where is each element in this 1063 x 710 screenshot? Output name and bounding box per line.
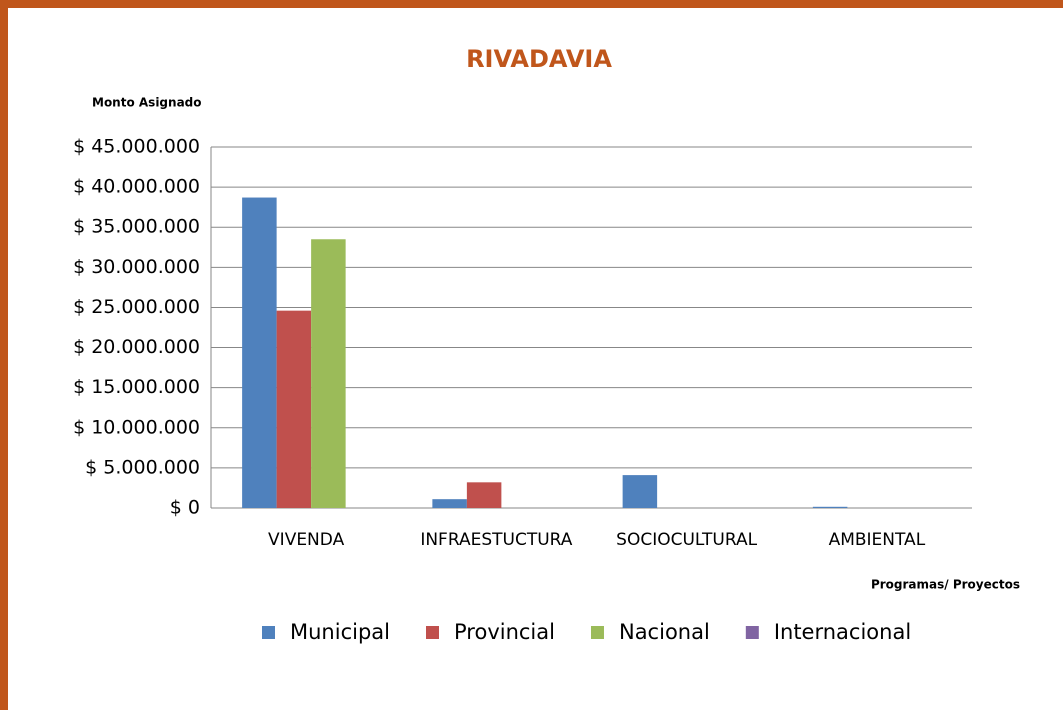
x-axis-label: Programas/ Proyectos xyxy=(871,578,1020,592)
legend-swatch xyxy=(426,626,439,639)
bar xyxy=(622,475,658,508)
bar xyxy=(812,506,848,508)
legend-label: Internacional xyxy=(774,620,911,644)
legend-swatch xyxy=(590,626,604,639)
y-axis-label: Monto Asignado xyxy=(92,96,202,110)
bar xyxy=(242,197,277,509)
legend-label: Nacional xyxy=(619,620,710,644)
x-tick-label: INFRAESTUCTURA xyxy=(420,530,572,550)
legend-label: Municipal xyxy=(290,620,390,644)
y-tick-label: $ 15.000.000 xyxy=(73,376,200,398)
y-tick-label: $ 45.000.000 xyxy=(73,136,200,158)
x-tick-label: SOCIOCULTURAL xyxy=(616,530,757,550)
x-tick-label: AMBIENTAL xyxy=(829,530,926,550)
chart-title: RIVADAVIA xyxy=(466,45,612,73)
x-tick-label: VIVENDA xyxy=(268,530,345,550)
y-tick-label: $ 5.000.000 xyxy=(85,456,200,478)
bar xyxy=(276,310,312,508)
bar xyxy=(466,482,502,508)
y-tick-label: $ 0 xyxy=(170,497,200,519)
y-tick-label: $ 25.000.000 xyxy=(73,296,200,318)
y-tick-label: $ 35.000.000 xyxy=(73,216,200,238)
y-tick-label: $ 40.000.000 xyxy=(73,176,200,198)
legend-label: Provincial xyxy=(454,620,555,644)
y-tick-label: $ 30.000.000 xyxy=(73,256,200,278)
y-tick-label: $ 20.000.000 xyxy=(73,336,200,358)
bar xyxy=(311,239,346,508)
bar xyxy=(432,499,467,508)
y-tick-label: $ 10.000.000 xyxy=(73,416,200,438)
legend-swatch xyxy=(262,626,275,639)
legend-swatch xyxy=(745,626,759,639)
